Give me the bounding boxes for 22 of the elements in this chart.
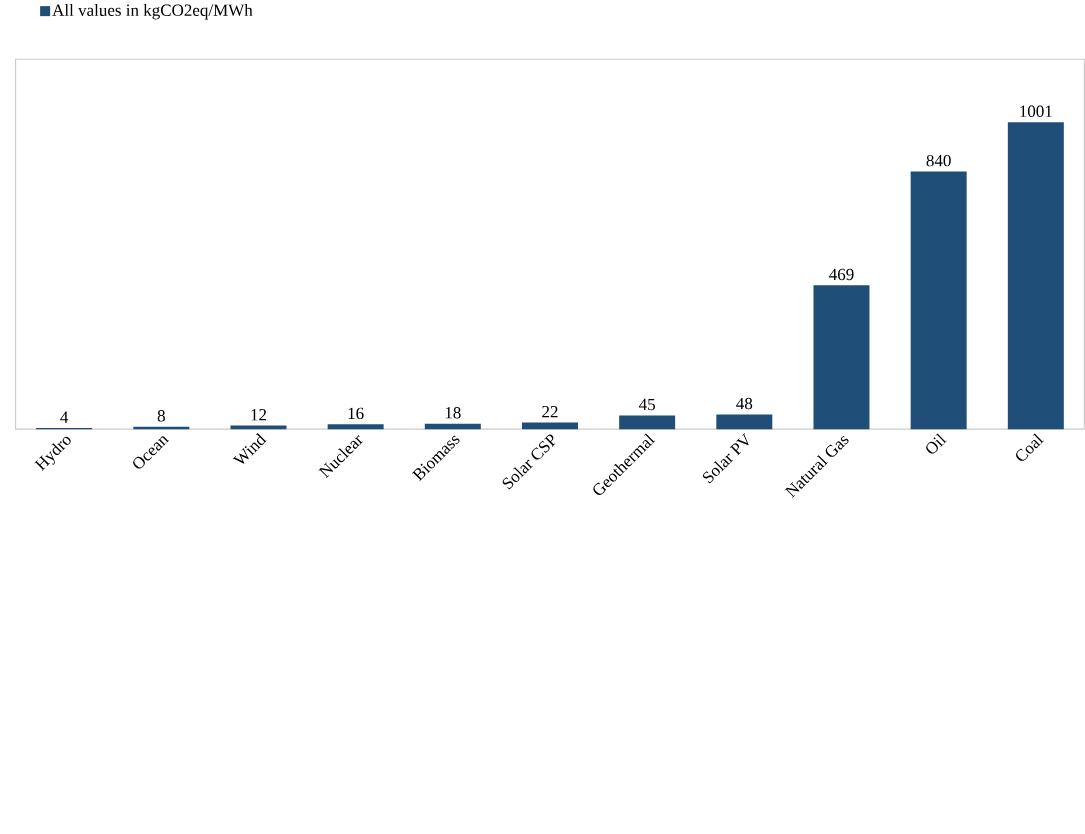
bar bbox=[424, 423, 481, 430]
bar bbox=[910, 171, 967, 430]
bar bbox=[619, 415, 676, 430]
legend-label: All values in kgCO2eq/MWh bbox=[52, 3, 253, 20]
data-label: 18 bbox=[445, 406, 461, 419]
data-label: 45 bbox=[638, 398, 655, 411]
data-label: 840 bbox=[926, 154, 951, 167]
data-label: 12 bbox=[251, 409, 267, 421]
data-label: 1001 bbox=[1020, 105, 1052, 117]
bar bbox=[327, 424, 384, 430]
data-label: 469 bbox=[829, 268, 854, 281]
bar bbox=[521, 422, 578, 430]
data-label: 48 bbox=[736, 397, 753, 410]
bar bbox=[1007, 122, 1064, 430]
x-tick-label: Coal bbox=[1016, 433, 1044, 461]
data-label: 22 bbox=[542, 405, 558, 418]
bar bbox=[716, 414, 773, 430]
x-tick-label: Oil bbox=[926, 433, 947, 454]
data-label: 4 bbox=[60, 411, 69, 423]
bar bbox=[813, 285, 870, 430]
data-label: 16 bbox=[348, 407, 364, 420]
data-label: 8 bbox=[157, 410, 165, 422]
